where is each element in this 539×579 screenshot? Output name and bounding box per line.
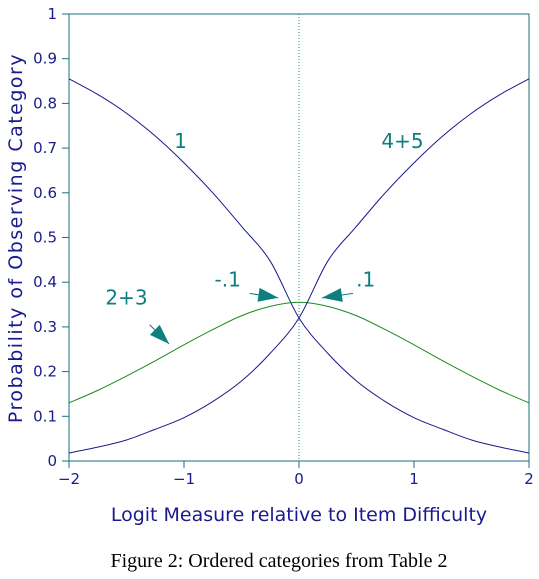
y-tick-label: 0.3 <box>33 318 57 336</box>
y-axis-title: Probability of Observing Category <box>5 53 27 423</box>
x-tick-label: 1 <box>409 470 419 488</box>
annotation-label-1: 1 <box>174 129 187 153</box>
x-tick-label: 0 <box>294 470 304 488</box>
annotation-label-4: -.1 <box>215 268 241 292</box>
series-line-2 <box>68 301 530 404</box>
y-tick-label: 0.1 <box>33 407 57 425</box>
y-tick-label: 0.2 <box>33 363 57 381</box>
y-tick-label: 0.9 <box>33 50 57 68</box>
y-tick-label: 0.7 <box>33 139 57 157</box>
annotation-label-5: .1 <box>356 268 375 292</box>
y-tick-label: 0.8 <box>33 94 57 112</box>
y-tick-label: 0 <box>47 452 57 470</box>
annotation-group: 1 4+5 2+3 -.1 .1 <box>105 129 423 309</box>
annotation-arrow-2 <box>321 288 354 302</box>
arrow-head <box>149 324 170 344</box>
arrow-head <box>322 288 343 302</box>
series-line-3 <box>68 78 530 454</box>
plot-frame <box>68 13 530 462</box>
series-group <box>68 78 530 454</box>
annotation-arrow-1 <box>249 287 279 302</box>
x-tick-label: −1 <box>173 470 195 488</box>
y-tick-label: 0.4 <box>33 273 57 291</box>
figure-caption: Figure 2: Ordered categories from Table … <box>110 550 447 572</box>
arrow-head <box>257 287 279 302</box>
y-tick-label: 0.5 <box>33 229 57 247</box>
annotation-label-2: 4+5 <box>381 129 423 153</box>
annotation-label-3: 2+3 <box>105 286 147 310</box>
y-tick-label: 1 <box>47 5 57 23</box>
y-tick-label: 0.6 <box>33 184 57 202</box>
x-tick-label: −2 <box>58 470 80 488</box>
x-tick-label: 2 <box>524 470 534 488</box>
x-axis-title: Logit Measure relative to Item Difficult… <box>111 504 487 526</box>
tick-group: −2 −1 0 1 2 0 0.1 0.2 0.3 0.4 0.5 0.6 0.7 0.8 0.9 1 <box>33 5 534 488</box>
arrow-group <box>149 287 354 345</box>
annotation-arrow-3 <box>149 324 170 345</box>
